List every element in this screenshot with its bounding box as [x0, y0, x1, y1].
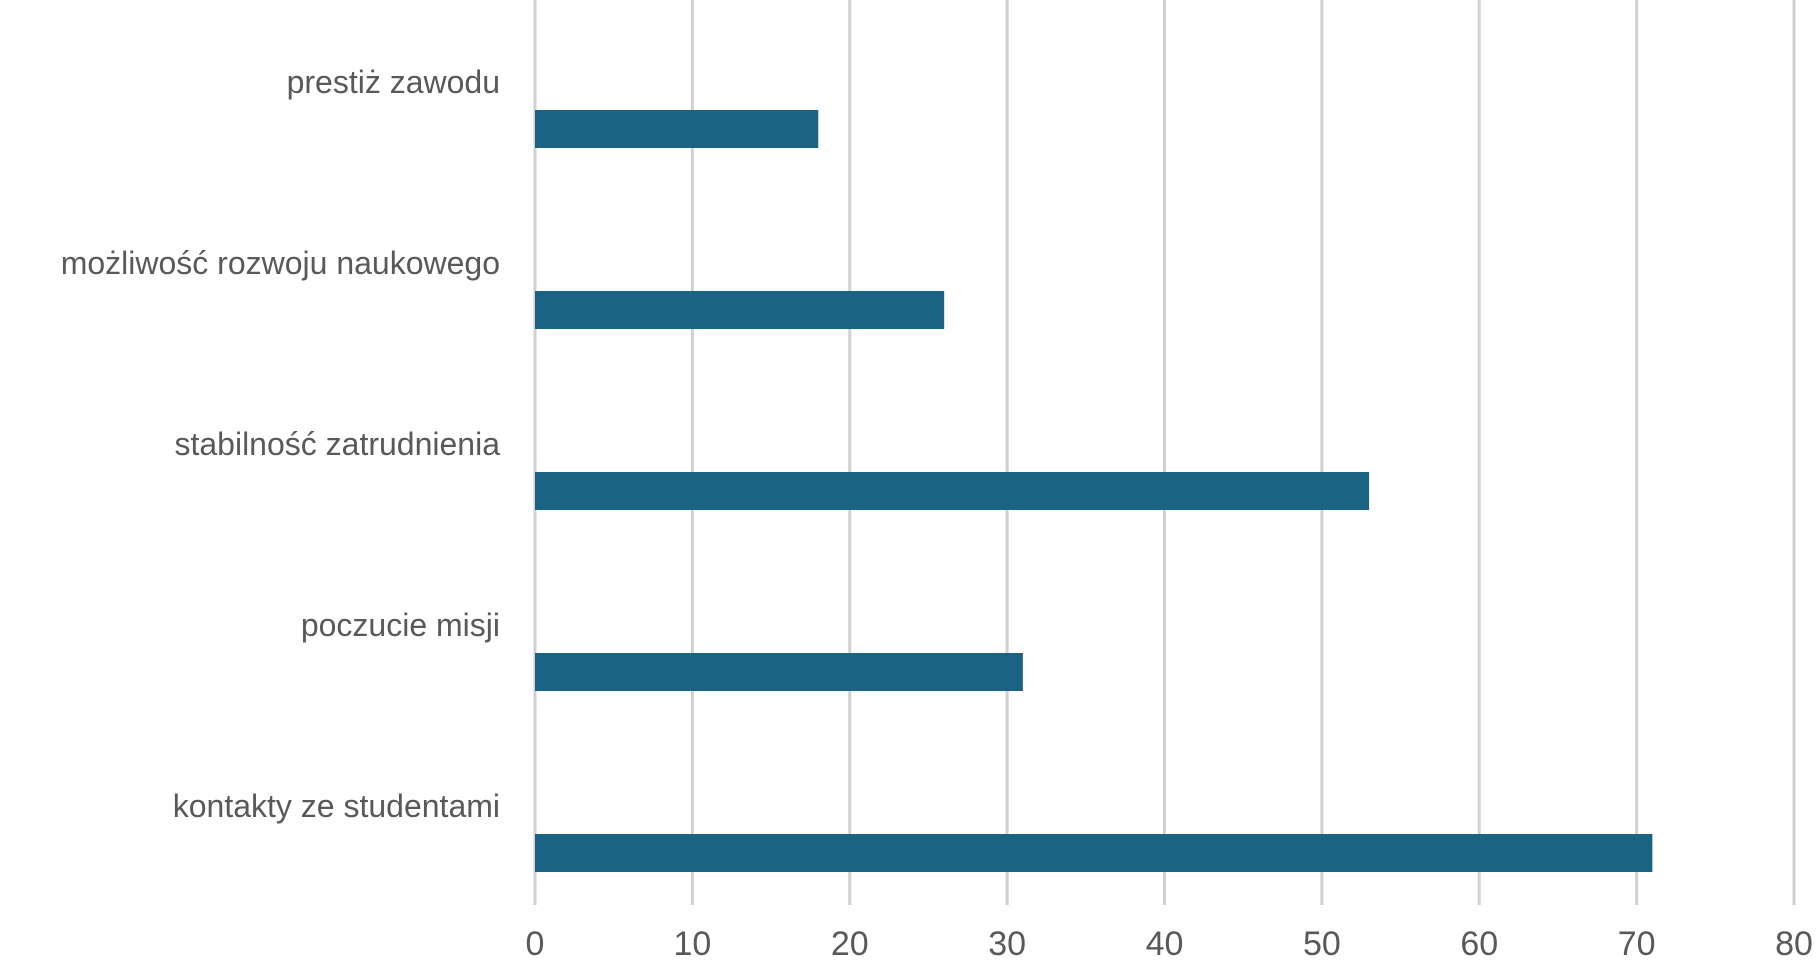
- gridlines: [533, 0, 1796, 905]
- x-tick-label: 20: [831, 925, 869, 963]
- bar: [535, 291, 945, 329]
- x-tick-label: 60: [1460, 925, 1498, 963]
- x-axis-tick-labels: 0 10 20 30 40 50 60 70 80: [526, 925, 1813, 963]
- bar: [535, 653, 1023, 691]
- category-label: kontakty ze studentami: [173, 788, 500, 824]
- x-tick-label: 10: [673, 925, 711, 963]
- category-label: poczucie misji: [301, 607, 500, 643]
- category-label: prestiż zawodu: [287, 64, 500, 100]
- bar: [535, 834, 1653, 872]
- category-label: możliwość rozwoju naukowego: [61, 245, 500, 281]
- x-tick-label: 80: [1775, 925, 1813, 963]
- bar: [535, 472, 1370, 510]
- category-labels: prestiż zawodu możliwość rozwoju naukoweg…: [61, 64, 501, 824]
- x-tick-label: 0: [526, 925, 545, 963]
- category-label: stabilność zatrudnienia: [174, 426, 500, 462]
- bars: [535, 110, 1653, 872]
- x-tick-label: 30: [988, 925, 1026, 963]
- x-tick-label: 40: [1146, 925, 1184, 963]
- bar: [535, 110, 819, 148]
- x-tick-label: 70: [1618, 925, 1656, 963]
- x-tick-label: 50: [1303, 925, 1341, 963]
